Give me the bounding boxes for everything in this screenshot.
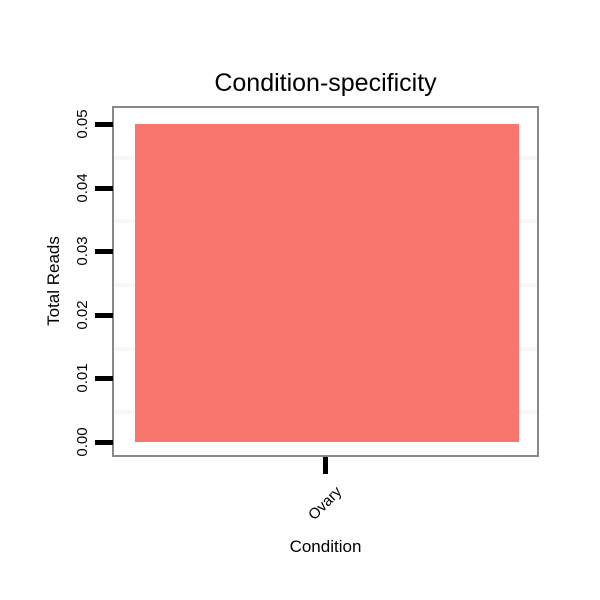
y-tick xyxy=(95,249,113,254)
y-tick-label: 0.02 xyxy=(74,300,91,330)
y-tick-label: 0.05 xyxy=(74,109,91,139)
y-tick-label: 0.03 xyxy=(74,236,91,266)
y-tick xyxy=(95,186,113,191)
y-tick-label: 0.00 xyxy=(74,427,91,457)
y-axis-title: Total Reads xyxy=(44,236,63,326)
y-tick xyxy=(95,440,113,445)
bar-ovary xyxy=(135,124,519,442)
y-tick-label: 0.04 xyxy=(74,173,91,203)
chart-title: Condition-specificity xyxy=(214,69,437,97)
x-tick-label-ovary: Ovary xyxy=(304,483,346,524)
x-tick xyxy=(323,457,328,474)
y-tick xyxy=(95,313,113,318)
plot-panel xyxy=(112,106,539,457)
y-tick xyxy=(95,122,113,127)
x-axis-title: Condition xyxy=(289,537,362,556)
y-tick xyxy=(95,376,113,381)
y-tick-label: 0.01 xyxy=(74,363,91,393)
